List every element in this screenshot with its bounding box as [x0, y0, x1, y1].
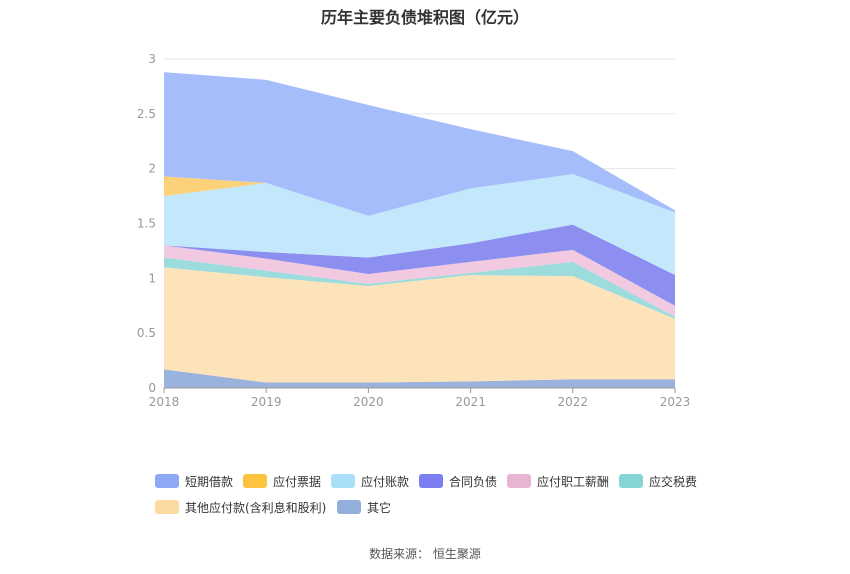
legend-item[interactable]: 应交税费 [619, 472, 697, 490]
area-series-1 [164, 267, 675, 383]
area-series-4 [164, 224, 675, 306]
area-series-0 [164, 369, 675, 388]
y-tick-label: 1 [148, 271, 156, 285]
legend-swatch [155, 474, 179, 488]
y-tick-label: 0 [148, 381, 156, 395]
x-tick-label: 2018 [149, 395, 180, 409]
x-tick-label: 2021 [455, 395, 486, 409]
legend-item[interactable]: 应付职工薪酬 [507, 472, 609, 490]
axes: 0 0.5 1 1.5 2 2.5 3 2018 2019 2020 2021 2022 2023 [137, 52, 690, 409]
chart-title: 历年主要负债堆积图（亿元） [320, 8, 529, 27]
x-tick-label: 2023 [660, 395, 691, 409]
legend-item[interactable]: 其他应付款(含利息和股利) [155, 498, 326, 516]
legend-label: 应付职工薪酬 [537, 474, 610, 489]
x-tick-label: 2020 [353, 395, 384, 409]
area-series-5 [164, 174, 675, 276]
legend-label: 应付账款 [361, 474, 410, 489]
legend-swatch [337, 500, 361, 514]
y-tick-label: 1.5 [137, 217, 156, 231]
y-tick-label: 3 [148, 52, 156, 66]
legend-label: 合同负债 [449, 474, 498, 489]
legend-swatch [243, 474, 267, 488]
y-tick-label: 0.5 [137, 326, 156, 340]
legend-label: 短期借款 [185, 474, 234, 489]
legend-item[interactable]: 短期借款 [155, 472, 233, 490]
legend-swatch [155, 500, 179, 514]
stacked-area-chart: 0 0.5 1 1.5 2 2.5 3 2018 2019 2020 2021 2022 2023 [137, 52, 690, 409]
area-series-2 [164, 257, 675, 319]
legend-label: 其它 [367, 500, 392, 515]
x-tick-label: 2019 [251, 395, 282, 409]
area-series-3 [164, 245, 675, 317]
legend-item[interactable]: 应付票据 [243, 472, 321, 490]
legend-swatch [331, 474, 355, 488]
area-series-group [164, 72, 675, 388]
legend-item[interactable]: 应付账款 [331, 472, 409, 490]
y-tick-label: 2.5 [137, 107, 156, 121]
legend-swatch [507, 474, 531, 488]
y-tick-label: 2 [148, 162, 156, 176]
legend-swatch [419, 474, 443, 488]
area-series-7 [164, 72, 675, 216]
legend-label: 应交税费 [649, 474, 698, 489]
legend-label: 其他应付款(含利息和股利) [185, 500, 327, 515]
x-tick-label: 2022 [558, 395, 589, 409]
data-source: 数据来源： 恒生聚源 [369, 547, 481, 561]
legend-item[interactable]: 其它 [337, 498, 391, 516]
legend-item[interactable]: 合同负债 [419, 472, 497, 490]
legend-swatch [619, 474, 643, 488]
legend-label: 应付票据 [273, 474, 322, 489]
